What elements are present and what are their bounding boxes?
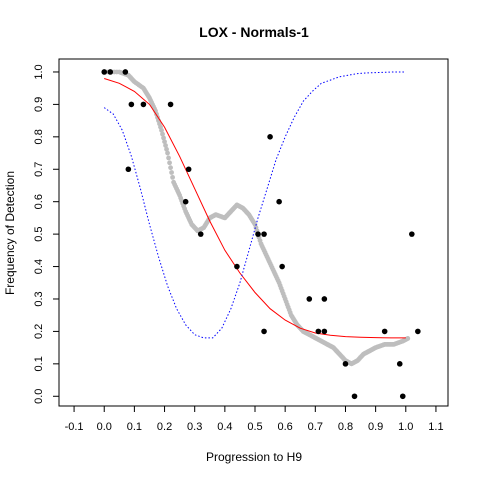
data-point [351, 393, 358, 400]
data-point [399, 393, 406, 400]
data-point [101, 69, 108, 75]
x-tick-label: 0.6 [278, 421, 293, 433]
x-tick-label: -0.1 [65, 421, 84, 433]
smooth-point [165, 150, 170, 156]
spread-curve [103, 71, 406, 339]
x-tick-label: 0.4 [217, 421, 232, 433]
data-point [315, 328, 322, 335]
x-tick-label: 0.8 [338, 421, 353, 433]
data-point [267, 134, 273, 140]
smooth-point [170, 174, 175, 180]
fitted-curve [104, 78, 406, 339]
data-point [261, 328, 267, 335]
smooth-point [169, 170, 174, 175]
y-tick-label: 0.6 [33, 194, 45, 209]
y-tick-label: 0.0 [33, 389, 45, 404]
y-tick-label: 0.2 [33, 324, 45, 339]
x-tick-label: 0.3 [187, 421, 202, 433]
data-point [261, 231, 267, 237]
data-point [255, 231, 261, 237]
y-tick-label: 0.1 [33, 356, 45, 371]
y-tick-label: 0.3 [33, 291, 45, 306]
data-point [279, 263, 285, 270]
smooth-point [167, 160, 172, 166]
y-tick-label: 0.9 [33, 97, 45, 112]
smooth-point [163, 143, 168, 148]
data-point [107, 69, 114, 75]
x-axis: -0.1 0.0 0.1 0.2 0.3 0.4 0.5 0.6 0.7 0.8 0.9 1.0 1.1 [65, 406, 444, 433]
x-tick-label: 0.0 [97, 421, 112, 433]
observed-points-series [101, 69, 421, 400]
chart-title: LOX - Normals-1 [199, 24, 309, 40]
data-point [342, 361, 349, 367]
data-point [128, 101, 135, 108]
y-tick-label: 0.8 [33, 129, 45, 144]
data-point [306, 296, 313, 302]
data-point [415, 328, 421, 335]
data-point [122, 69, 129, 75]
x-tick-label: 0.2 [157, 421, 172, 433]
x-tick-label: 0.7 [308, 421, 323, 433]
smooth-point [159, 127, 164, 133]
plot-area [101, 69, 421, 400]
data-point [140, 101, 147, 108]
smooth-point [160, 131, 165, 137]
data-point [396, 361, 403, 367]
x-tick-label: 0.1 [127, 421, 142, 433]
data-point [234, 263, 240, 270]
y-tick-label: 0.5 [33, 226, 45, 241]
y-tick-label: 0.7 [33, 162, 45, 177]
x-tick-label: 0.5 [247, 421, 262, 433]
x-tick-label: 1.1 [428, 421, 443, 433]
smooth-point [168, 165, 173, 171]
smooth-point [166, 155, 171, 161]
y-axis-label: Frequency of Detection [3, 171, 17, 295]
x-tick-label: 1.0 [398, 421, 413, 433]
y-axis: 0.0 0.1 0.2 0.3 0.4 0.5 0.6 0.7 0.8 0.9 1.0 [33, 64, 59, 404]
data-point [125, 166, 132, 173]
data-point [409, 231, 415, 237]
plot-frame [58, 58, 449, 407]
x-axis-label: Progression to H9 [206, 450, 302, 464]
data-point [321, 296, 328, 302]
data-point [276, 198, 282, 205]
y-tick-label: 1.0 [33, 64, 45, 79]
smoothed-frequency-series [101, 69, 411, 367]
data-point [321, 328, 328, 335]
smooth-point [164, 146, 169, 152]
data-point [167, 101, 174, 108]
data-point [381, 328, 388, 335]
x-tick-label: 0.9 [368, 421, 383, 433]
y-tick-label: 0.4 [33, 259, 45, 274]
data-point [182, 198, 189, 205]
data-point [197, 231, 204, 237]
data-point [185, 166, 192, 173]
smooth-point [405, 336, 411, 341]
smooth-point [161, 135, 166, 141]
smooth-point [162, 139, 167, 145]
